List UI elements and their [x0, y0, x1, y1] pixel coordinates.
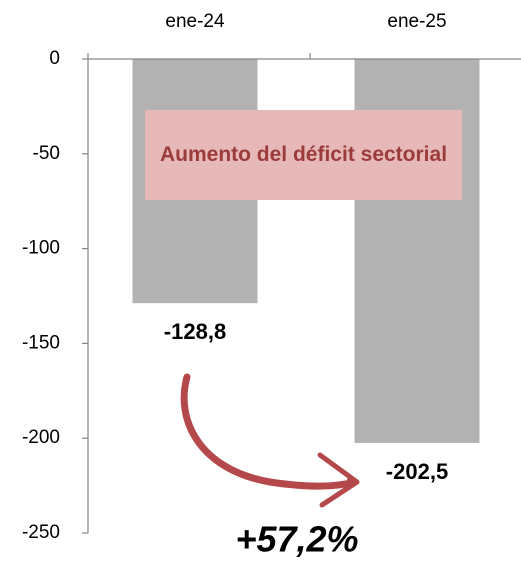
change-label: +57,2%: [235, 519, 358, 560]
annotation-box-text: Aumento del déficit sectorial: [159, 143, 448, 167]
y-tick-label: -150: [22, 332, 60, 353]
arrow-head: [317, 452, 360, 508]
y-tick-label: -100: [22, 238, 60, 259]
annotation-box: [145, 110, 462, 200]
x-tick-label: ene-24: [165, 11, 225, 32]
x-tick-label: ene-25: [387, 11, 446, 32]
y-tick-label: -50: [33, 143, 60, 164]
change-arrow: [180, 373, 359, 490]
y-tick-label: -250: [22, 522, 60, 543]
value-label: -128,8: [164, 319, 226, 344]
value-label: -202,5: [386, 459, 448, 484]
y-tick-label: 0: [49, 48, 60, 69]
y-tick-label: -200: [22, 427, 60, 448]
annotation-text: Aumento del déficit sectorial: [159, 143, 448, 167]
